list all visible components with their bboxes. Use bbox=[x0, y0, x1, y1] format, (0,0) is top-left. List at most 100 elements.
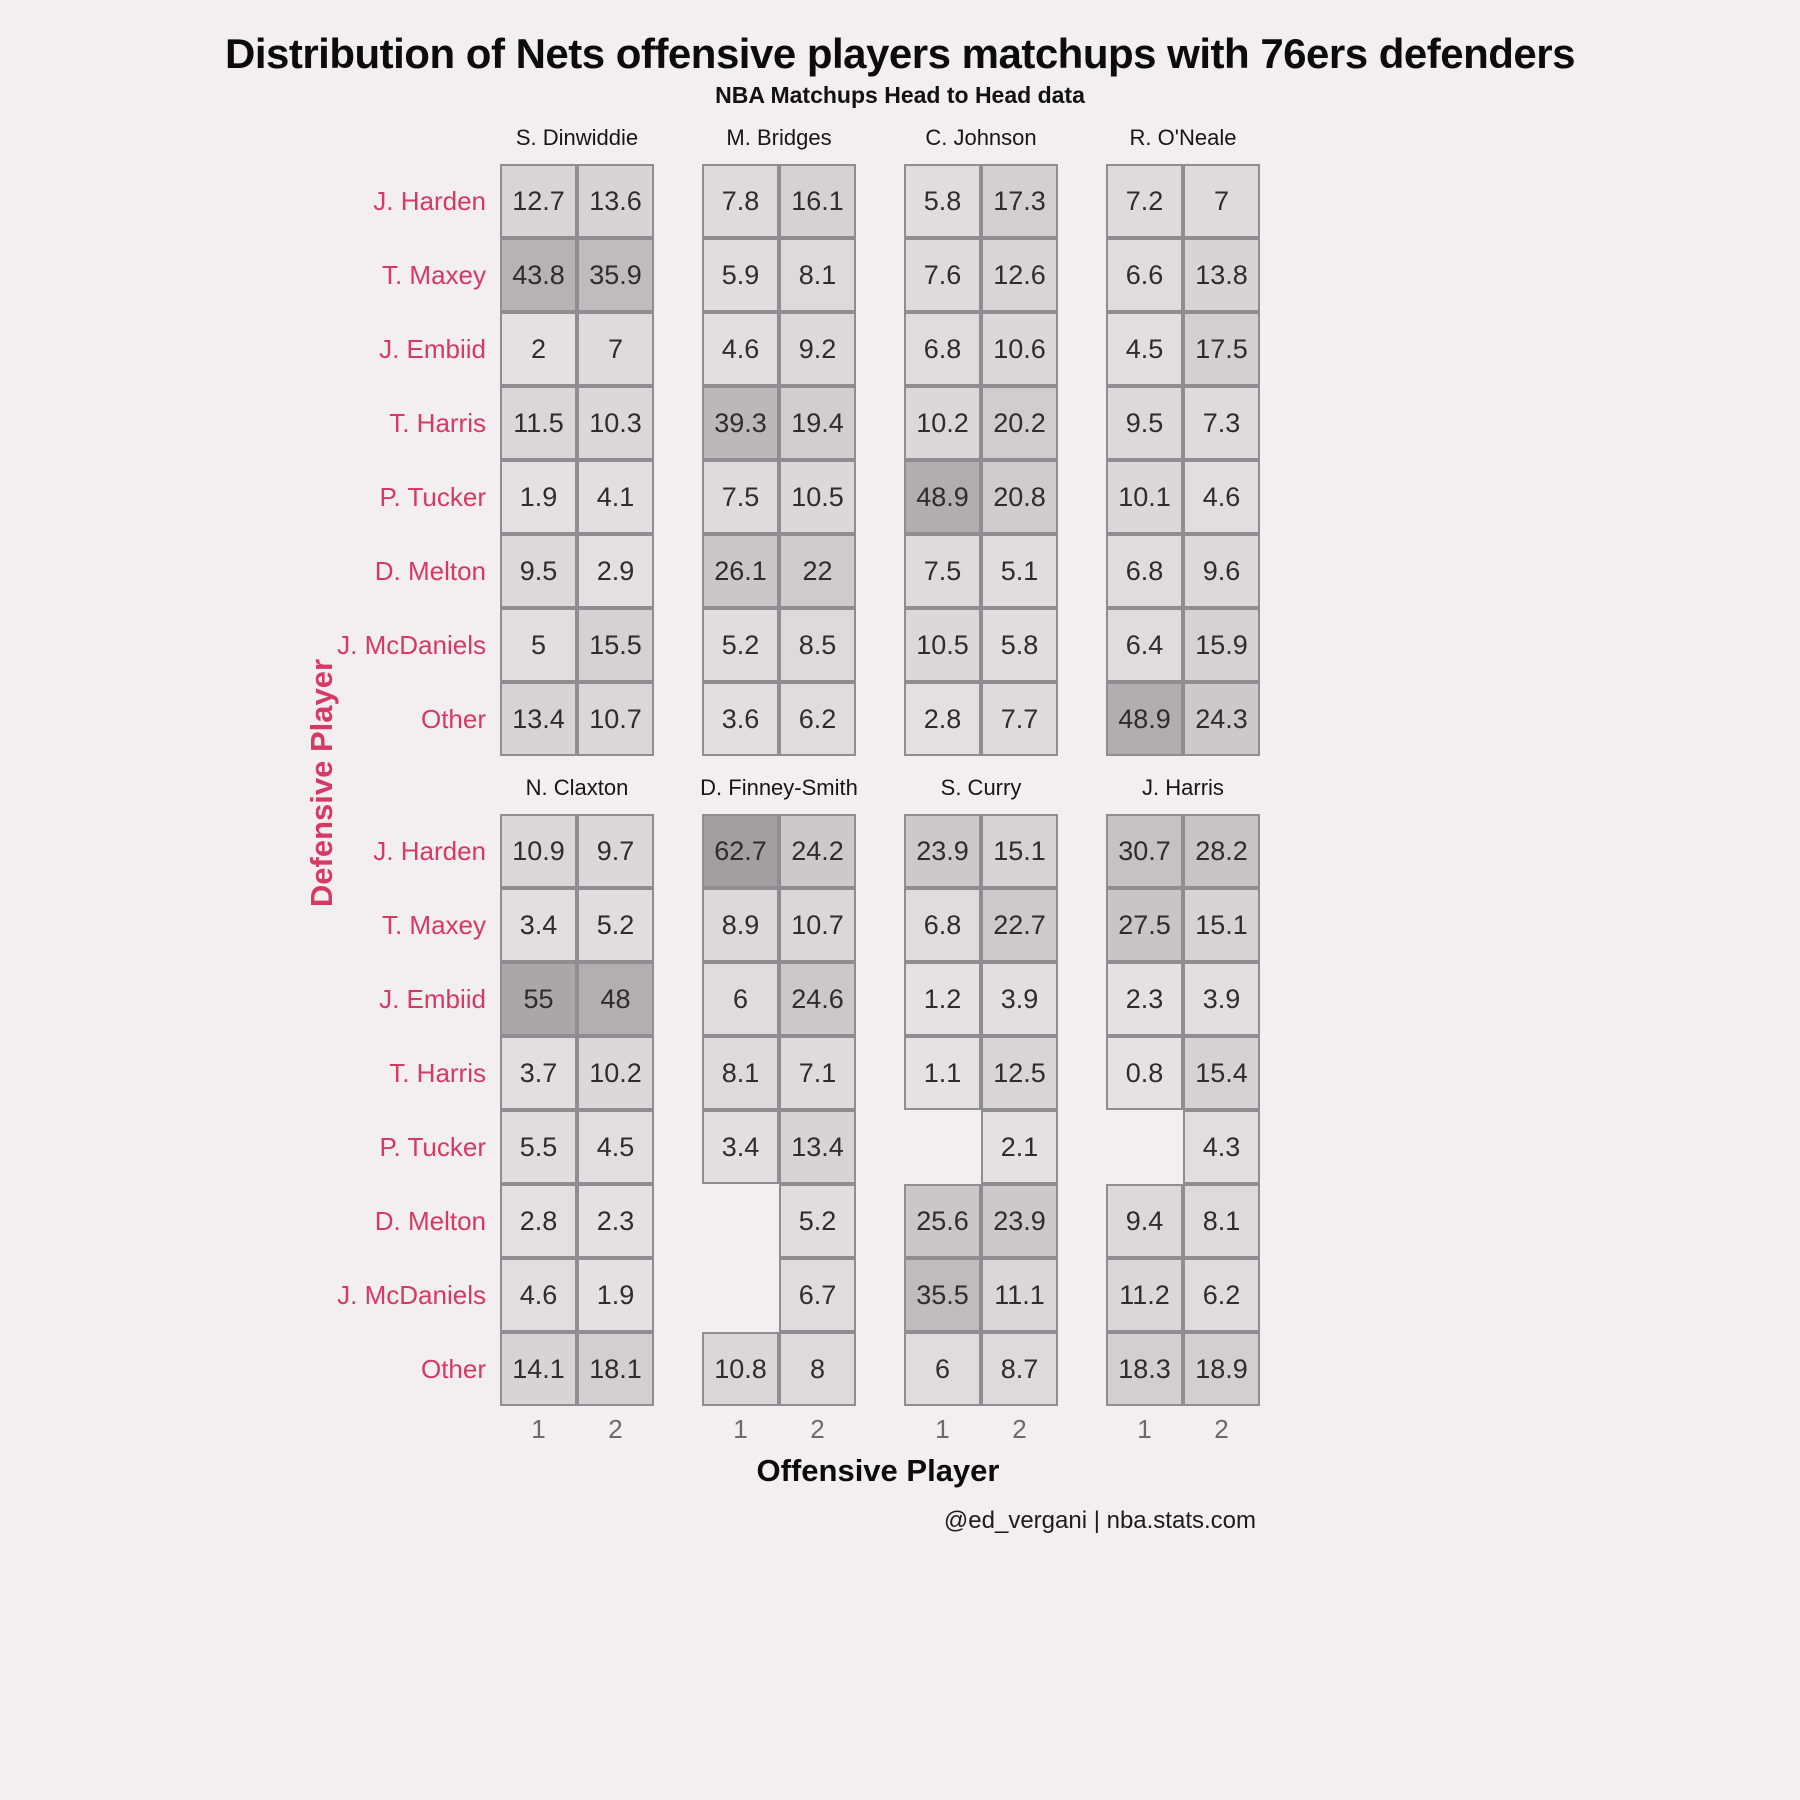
heatmap-cell: 39.3 bbox=[702, 386, 779, 460]
heatmap-cell: 15.4 bbox=[1183, 1036, 1260, 1110]
heatmap-cell: 23.9 bbox=[904, 814, 981, 888]
heatmap-cell: 11.5 bbox=[500, 386, 577, 460]
heatmap-cell: 2.3 bbox=[1106, 962, 1183, 1036]
x-tick-label: 1 bbox=[531, 1414, 546, 1444]
heatmap-cell: 7 bbox=[577, 312, 654, 386]
heatmap-cell: 10.3 bbox=[577, 386, 654, 460]
heatmap-cell: 13.6 bbox=[577, 164, 654, 238]
heatmap-cell: 2.3 bbox=[577, 1184, 654, 1258]
defender-label-column: J. Harden T. Maxey J. Embiid T. Harris P. Tu… bbox=[330, 118, 500, 756]
heatmap-cell: 5.5 bbox=[500, 1110, 577, 1184]
heatmap-cell: 6.8 bbox=[1106, 534, 1183, 608]
heatmap-cell: 9.5 bbox=[500, 534, 577, 608]
heatmap-cell: 28.2 bbox=[1183, 814, 1260, 888]
heatmap-cell: 8.1 bbox=[779, 238, 856, 312]
defender-label: D. Melton bbox=[374, 1205, 486, 1236]
heatmap-cell: 7.1 bbox=[779, 1036, 856, 1110]
cell-grid: 23.9 15.1 6.8 22.7 1.2 3.9 1.1 12.5 2.1 25.6 23.9 3… bbox=[904, 814, 1058, 1406]
heatmap-cell: 3.9 bbox=[981, 962, 1058, 1036]
heatmap-cell: 25.6 bbox=[904, 1184, 981, 1258]
facet-panel: C. Johnson 5.8 17.3 7.6 12.6 6.8 10.6 10.2 20.2 4… bbox=[904, 118, 1058, 756]
heatmap-cell: 4.5 bbox=[577, 1110, 654, 1184]
heatmap-cell: 2.9 bbox=[577, 534, 654, 608]
heatmap-cell: 8.9 bbox=[702, 888, 779, 962]
heatmap-cell: 17.3 bbox=[981, 164, 1058, 238]
cell-grid: 5.8 17.3 7.6 12.6 6.8 10.6 10.2 20.2 48.9 20.8 7.5… bbox=[904, 164, 1058, 756]
heatmap-cell: 17.5 bbox=[1183, 312, 1260, 386]
heatmap-cell: 15.5 bbox=[577, 608, 654, 682]
x-tick-label: 1 bbox=[1137, 1414, 1152, 1444]
heatmap-cell: 5.2 bbox=[779, 1184, 856, 1258]
defender-label: J. Embiid bbox=[379, 333, 486, 364]
facet-title: N. Claxton bbox=[525, 775, 629, 800]
facet-panel: S. Dinwiddie 12.7 13.6 43.8 35.9 2 7 11.5 10.3 1.… bbox=[500, 118, 654, 756]
heatmap-cell: 12.7 bbox=[500, 164, 577, 238]
facet-title: S. Curry bbox=[940, 775, 1022, 800]
defender-label: J. Embiid bbox=[379, 983, 486, 1014]
facet-title: C. Johnson bbox=[925, 125, 1037, 150]
heatmap-cell: 10.9 bbox=[500, 814, 577, 888]
heatmap-cell: 35.9 bbox=[577, 238, 654, 312]
heatmap-cell: 7.8 bbox=[702, 164, 779, 238]
defender-label: J. McDaniels bbox=[337, 1279, 486, 1310]
defender-label: T. Harris bbox=[389, 1057, 486, 1088]
heatmap-cell: 30.7 bbox=[1106, 814, 1183, 888]
facet-title: S. Dinwiddie bbox=[515, 125, 639, 150]
heatmap-cell: 4.3 bbox=[1183, 1110, 1260, 1184]
defender-label: J. Harden bbox=[373, 185, 486, 216]
heatmap-cell: 6.6 bbox=[1106, 238, 1183, 312]
heatmap-cell: 43.8 bbox=[500, 238, 577, 312]
x-tick-label: 2 bbox=[608, 1414, 623, 1444]
cell-grid: 7.2 7 6.6 13.8 4.5 17.5 9.5 7.3 10.1 4.6 6.8 9.6 6.4… bbox=[1106, 164, 1260, 756]
x-tick-label: 2 bbox=[1012, 1414, 1027, 1444]
heatmap-cell: 9.5 bbox=[1106, 386, 1183, 460]
heatmap-cell: 4.5 bbox=[1106, 312, 1183, 386]
heatmap-cell: 6.2 bbox=[1183, 1258, 1260, 1332]
facet-row: J. Harden T. Maxey J. Embiid T. Harris P. Tu… bbox=[330, 118, 1260, 756]
facet-panel: J. Harris 30.7 28.2 27.5 15.1 2.3 3.9 0.8 15.4 4.… bbox=[1106, 768, 1260, 1406]
heatmap-cell: 10.5 bbox=[904, 608, 981, 682]
x-tick-label: 2 bbox=[1214, 1414, 1229, 1444]
heatmap-cell: 26.1 bbox=[702, 534, 779, 608]
facet-panel: N. Claxton 10.9 9.7 3.4 5.2 55 48 3.7 10.2 5.5 4.5… bbox=[500, 768, 654, 1406]
heatmap-cell: 18.3 bbox=[1106, 1332, 1183, 1406]
defender-label: J. Harden bbox=[373, 835, 486, 866]
heatmap-cell: 11.2 bbox=[1106, 1258, 1183, 1332]
heatmap-cell: 7.3 bbox=[1183, 386, 1260, 460]
heatmap-cell: 2.1 bbox=[981, 1110, 1058, 1184]
heatmap-cell: 6.8 bbox=[904, 888, 981, 962]
heatmap-cell: 12.6 bbox=[981, 238, 1058, 312]
heatmap-chart: J. Harden T. Maxey J. Embiid T. Harris P. Tu… bbox=[330, 118, 1260, 1535]
heatmap-cell: 7 bbox=[1183, 164, 1260, 238]
heatmap-cell: 10.5 bbox=[779, 460, 856, 534]
facet-panel: S. Curry 23.9 15.1 6.8 22.7 1.2 3.9 1.1 12.5 2.1 2… bbox=[904, 768, 1058, 1406]
facet-panel: D. Finney-Smith 62.7 24.2 8.9 10.7 6 24.6 8.1 7.… bbox=[700, 768, 858, 1406]
heatmap-cell: 7.6 bbox=[904, 238, 981, 312]
heatmap-cell: 16.1 bbox=[779, 164, 856, 238]
heatmap-cell: 0.8 bbox=[1106, 1036, 1183, 1110]
facet-title: J. Harris bbox=[1142, 775, 1224, 800]
heatmap-cell: 48.9 bbox=[904, 460, 981, 534]
defender-label: P. Tucker bbox=[379, 481, 486, 512]
heatmap-cell: 3.4 bbox=[702, 1110, 779, 1184]
heatmap-cell: 7.7 bbox=[981, 682, 1058, 756]
heatmap-cell: 1.9 bbox=[577, 1258, 654, 1332]
heatmap-cell: 9.2 bbox=[779, 312, 856, 386]
heatmap-cell: 10.7 bbox=[577, 682, 654, 756]
heatmap-cell: 18.9 bbox=[1183, 1332, 1260, 1406]
heatmap-cell: 1.1 bbox=[904, 1036, 981, 1110]
heatmap-cell: 24.6 bbox=[779, 962, 856, 1036]
facet-grid: J. Harden T. Maxey J. Embiid T. Harris P. Tu… bbox=[330, 118, 1260, 1406]
header-spacer bbox=[330, 118, 500, 164]
heatmap-cell: 20.2 bbox=[981, 386, 1058, 460]
heatmap-cell: 6.4 bbox=[1106, 608, 1183, 682]
heatmap-cell: 6.8 bbox=[904, 312, 981, 386]
heatmap-cell: 7.5 bbox=[702, 460, 779, 534]
heatmap-cell: 48 bbox=[577, 962, 654, 1036]
heatmap-cell: 15.1 bbox=[1183, 888, 1260, 962]
cell-grid: 12.7 13.6 43.8 35.9 2 7 11.5 10.3 1.9 4.1 9.5 2.9 5 1… bbox=[500, 164, 654, 756]
